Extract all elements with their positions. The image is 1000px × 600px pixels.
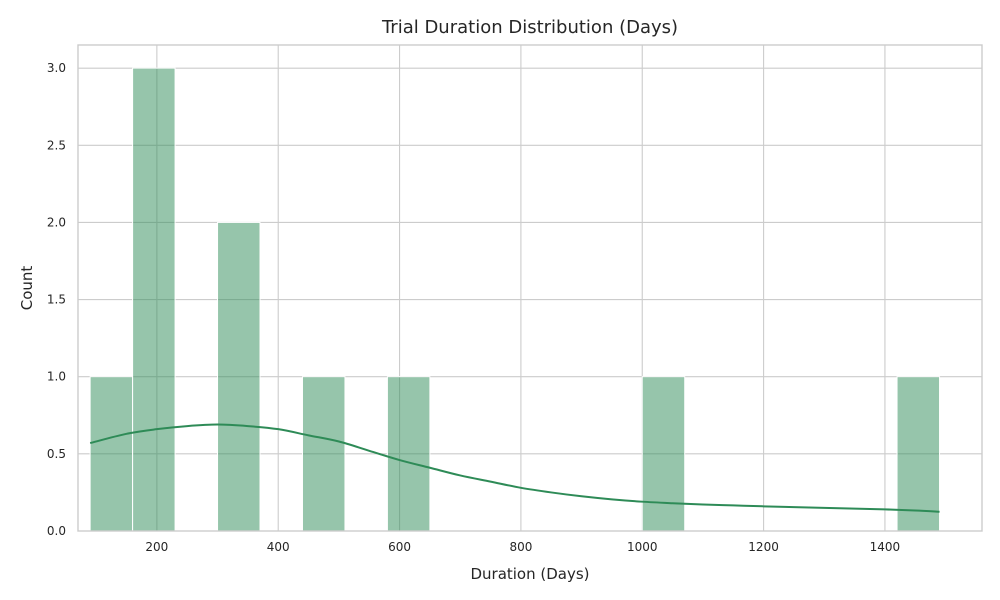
y-axis-label: Count: [18, 266, 36, 311]
x-tick-label: 200: [145, 540, 168, 554]
x-axis-label: Duration (Days): [470, 565, 589, 583]
y-tick-label: 3.0: [47, 61, 66, 75]
y-tick-label: 1.0: [47, 370, 66, 384]
y-tick-label: 2.5: [47, 138, 66, 152]
bar-layer: [89, 67, 941, 532]
y-tick-label: 0.0: [47, 524, 66, 538]
histogram-bar: [641, 376, 686, 532]
tick-layer: 200 400 600 800 1000 1200 1400 0.0 0.5 1.0 1.5 2.0 2…: [47, 61, 900, 554]
histogram-bar: [89, 376, 134, 532]
y-tick-label: 0.5: [47, 447, 66, 461]
y-tick-label: 2.0: [47, 215, 66, 229]
x-tick-label: 600: [388, 540, 411, 554]
kde-curve: [89, 423, 940, 513]
x-tick-label: 1200: [748, 540, 779, 554]
y-tick-label: 1.5: [47, 293, 66, 307]
x-tick-label: 1400: [870, 540, 901, 554]
histogram-bar: [217, 221, 261, 532]
x-tick-label: 800: [509, 540, 532, 554]
kde-layer: [89, 423, 940, 513]
histogram-bar: [301, 376, 346, 532]
histogram-bar: [132, 67, 176, 532]
histogram-bar: [386, 376, 431, 532]
chart-title: Trial Duration Distribution (Days): [381, 17, 678, 38]
grid-layer: [78, 45, 982, 532]
histogram-bar: [896, 376, 941, 532]
plot-frame: [77, 44, 983, 532]
x-tick-label: 1000: [627, 540, 658, 554]
x-tick-label: 400: [267, 540, 290, 554]
